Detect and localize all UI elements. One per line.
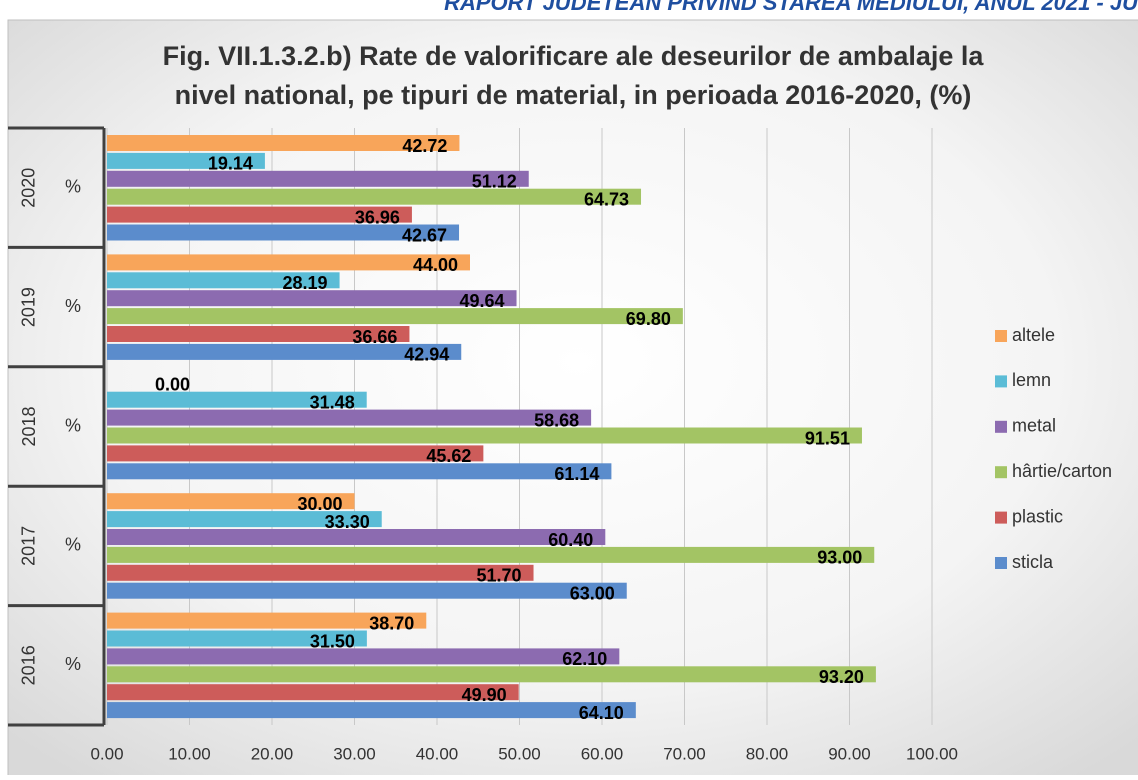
bar xyxy=(107,529,606,545)
data-label: 28.19 xyxy=(283,273,328,293)
bar xyxy=(107,702,636,719)
x-tick-label: 90.00 xyxy=(828,744,871,763)
bar xyxy=(107,343,462,360)
bar xyxy=(107,290,517,307)
bar xyxy=(107,648,620,665)
x-tick-label: 60.00 xyxy=(581,744,624,763)
subcategory-label: % xyxy=(65,415,81,435)
bar xyxy=(107,206,412,223)
data-label: 42.94 xyxy=(404,345,449,365)
x-tick-label: 0.00 xyxy=(90,744,123,763)
data-label: 49.64 xyxy=(459,291,504,311)
data-label: 36.96 xyxy=(355,207,400,227)
x-tick-label: 10.00 xyxy=(168,744,211,763)
data-label: 64.73 xyxy=(584,189,629,209)
legend-swatch xyxy=(995,420,1007,433)
category-label: 2017 xyxy=(19,526,39,566)
x-tick-label: 40.00 xyxy=(416,744,459,763)
legend-label: metal xyxy=(1012,416,1056,436)
bar xyxy=(107,666,876,683)
bar xyxy=(107,272,340,289)
data-label: 42.67 xyxy=(402,225,447,245)
data-label: 58.68 xyxy=(534,410,579,430)
bar xyxy=(107,546,875,563)
data-label: 49.90 xyxy=(462,685,507,705)
bar xyxy=(107,684,519,701)
legend-swatch xyxy=(995,330,1007,342)
legend-label: sticla xyxy=(1012,552,1054,572)
bar xyxy=(107,224,460,241)
data-label: 19.14 xyxy=(208,154,253,174)
bar xyxy=(107,493,355,510)
subcategory-label: % xyxy=(65,296,81,316)
x-tick-label: 100.00 xyxy=(906,744,958,763)
bar xyxy=(107,445,484,462)
legend-swatch xyxy=(995,466,1007,479)
data-label: 51.70 xyxy=(476,566,521,586)
bar xyxy=(107,564,534,581)
x-tick-label: 70.00 xyxy=(663,744,706,763)
subcategory-label: % xyxy=(65,176,81,196)
bar xyxy=(107,188,642,205)
bar xyxy=(107,511,382,528)
data-label: 45.62 xyxy=(426,446,471,466)
category-label: 2020 xyxy=(19,168,39,208)
data-label: 63.00 xyxy=(570,583,615,603)
data-label: 44.00 xyxy=(413,255,458,275)
data-label: 61.14 xyxy=(554,464,599,484)
chart-title: nivel national, pe tipuri de material, i… xyxy=(175,80,972,110)
bar xyxy=(107,254,470,271)
legend-label: hârtie/carton xyxy=(1012,461,1112,481)
data-label: 31.48 xyxy=(310,392,355,412)
data-label: 62.10 xyxy=(562,649,607,669)
legend-label: altele xyxy=(1012,325,1055,345)
data-label: 51.12 xyxy=(472,172,517,192)
bar xyxy=(107,463,612,480)
bar xyxy=(107,582,627,599)
legend-swatch xyxy=(995,557,1007,569)
legend-label: lemn xyxy=(1012,370,1051,390)
data-label: 36.66 xyxy=(352,327,397,347)
bar xyxy=(107,152,265,169)
data-label: 38.70 xyxy=(369,613,414,633)
subcategory-label: % xyxy=(65,654,81,674)
bar xyxy=(107,391,367,408)
data-label: 93.00 xyxy=(817,548,862,568)
bar xyxy=(107,135,460,151)
legend-swatch xyxy=(995,375,1007,388)
data-label: 64.10 xyxy=(579,703,624,723)
bar xyxy=(107,409,592,426)
x-tick-label: 30.00 xyxy=(333,744,376,763)
data-label: 30.00 xyxy=(297,494,342,514)
data-label: 60.40 xyxy=(548,530,593,550)
legend-swatch xyxy=(995,511,1007,524)
chart-title: Fig. VII.1.3.2.b) Rate de valorificare a… xyxy=(163,41,985,71)
data-label: 0.00 xyxy=(155,375,190,395)
bar xyxy=(107,630,367,647)
category-label: 2018 xyxy=(19,406,39,446)
page-header: RAPORT JUDETEAN PRIVIND STAREA MEDIULUI,… xyxy=(444,0,1138,15)
legend-label: plastic xyxy=(1012,506,1063,526)
data-label: 93.20 xyxy=(819,667,864,687)
bar xyxy=(107,308,683,325)
bar xyxy=(107,612,427,629)
x-tick-label: 80.00 xyxy=(746,744,789,763)
bar xyxy=(107,326,410,342)
data-label: 31.50 xyxy=(310,631,355,651)
data-label: 33.30 xyxy=(325,512,370,532)
data-label: 91.51 xyxy=(805,428,850,448)
category-label: 2016 xyxy=(19,645,39,685)
data-label: 69.80 xyxy=(626,309,671,329)
category-label: 2019 xyxy=(19,287,39,327)
data-label: 42.72 xyxy=(402,136,447,156)
x-tick-label: 50.00 xyxy=(498,744,541,763)
bar xyxy=(107,427,862,444)
bar xyxy=(107,170,529,187)
subcategory-label: % xyxy=(65,535,81,555)
x-tick-label: 20.00 xyxy=(251,744,294,763)
